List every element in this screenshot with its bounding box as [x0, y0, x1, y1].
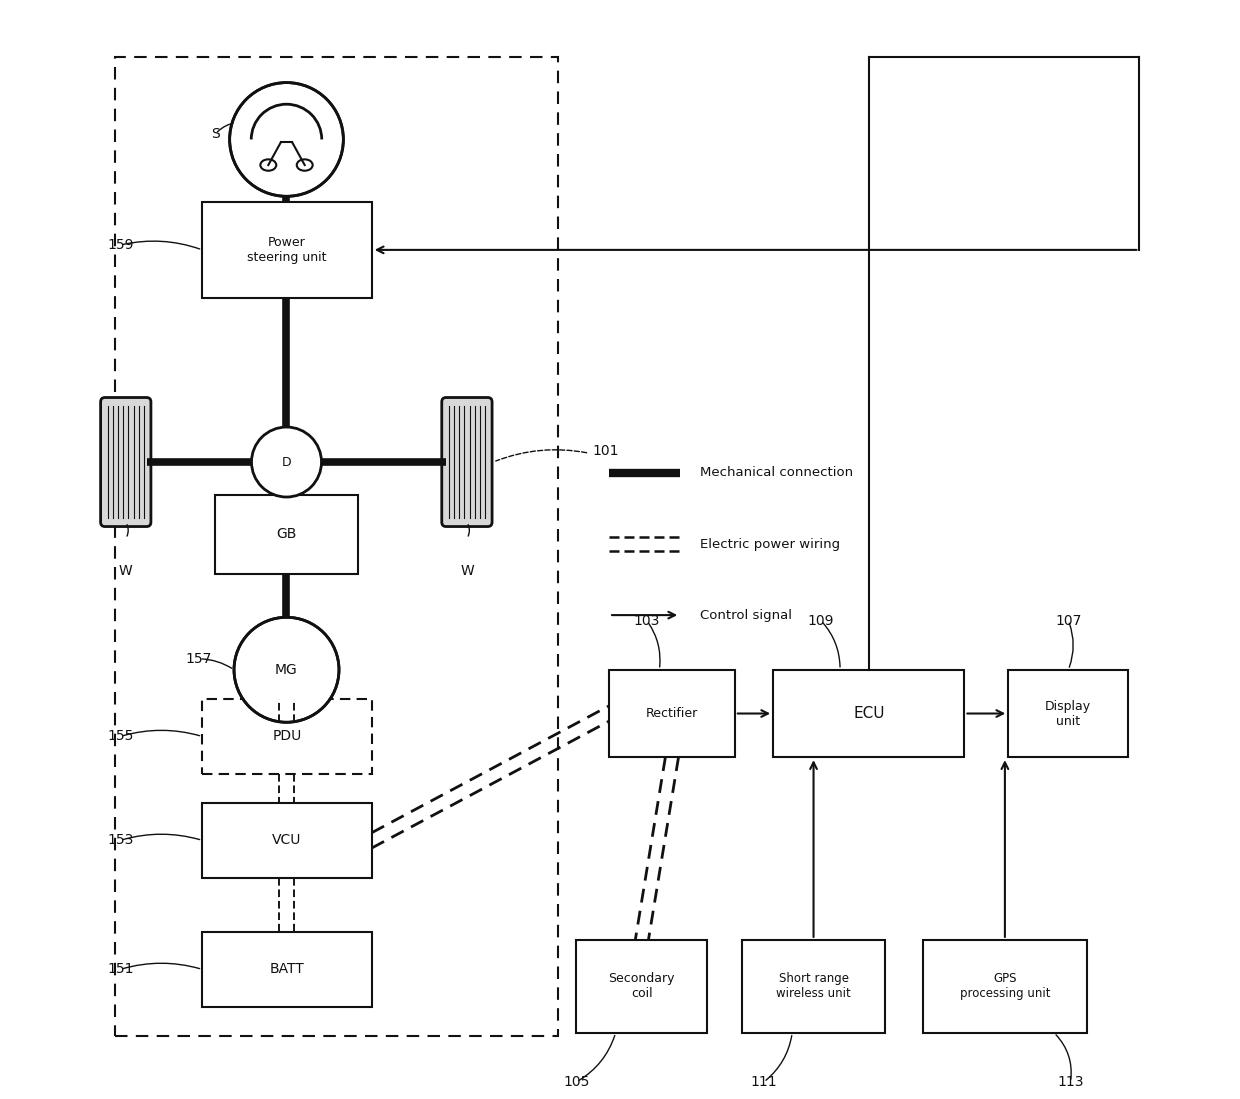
Bar	[202, 803, 372, 877]
Text: 153: 153	[107, 833, 134, 847]
Text: 105: 105	[563, 1075, 589, 1089]
Text: 113: 113	[1058, 1075, 1084, 1089]
Bar	[1008, 669, 1128, 757]
Text: W: W	[119, 564, 133, 578]
Text: 159: 159	[107, 238, 134, 252]
Text: 111: 111	[750, 1075, 777, 1089]
Text: Display
unit: Display unit	[1045, 700, 1091, 728]
Text: Power
steering unit: Power steering unit	[247, 236, 327, 264]
Text: D: D	[281, 455, 291, 468]
Bar	[609, 669, 735, 757]
Text: W: W	[460, 564, 474, 578]
Text: MG: MG	[275, 663, 298, 677]
Circle shape	[236, 619, 339, 721]
Circle shape	[252, 428, 321, 497]
Bar	[923, 940, 1087, 1033]
Text: PDU: PDU	[273, 730, 301, 744]
Bar	[743, 940, 884, 1033]
Text: GB: GB	[277, 528, 296, 541]
Bar	[202, 932, 372, 1007]
Text: VCU: VCU	[273, 833, 301, 847]
Bar	[202, 699, 372, 774]
Bar	[216, 495, 357, 574]
Text: Mechanical connection: Mechanical connection	[699, 466, 853, 479]
Text: 155: 155	[107, 730, 134, 744]
Circle shape	[231, 84, 342, 196]
Text: GPS
processing unit: GPS processing unit	[960, 973, 1050, 1000]
Bar	[115, 57, 558, 1036]
Text: ECU: ECU	[853, 706, 884, 721]
Bar	[202, 202, 372, 298]
Text: Secondary
coil: Secondary coil	[609, 973, 675, 1000]
Text: 107: 107	[1055, 613, 1081, 628]
Text: Electric power wiring: Electric power wiring	[699, 537, 839, 551]
Text: S: S	[211, 127, 219, 141]
Text: Control signal: Control signal	[699, 609, 792, 622]
Text: 103: 103	[634, 613, 660, 628]
Text: BATT: BATT	[269, 963, 305, 976]
FancyBboxPatch shape	[100, 398, 151, 526]
Text: 101: 101	[593, 444, 619, 458]
Bar	[773, 669, 965, 757]
Text: 109: 109	[807, 613, 835, 628]
Text: Rectifier: Rectifier	[646, 707, 698, 720]
Bar	[577, 940, 708, 1033]
Text: 151: 151	[107, 963, 134, 976]
Text: 157: 157	[186, 652, 212, 666]
Text: Short range
wireless unit: Short range wireless unit	[776, 973, 851, 1000]
FancyBboxPatch shape	[441, 398, 492, 526]
